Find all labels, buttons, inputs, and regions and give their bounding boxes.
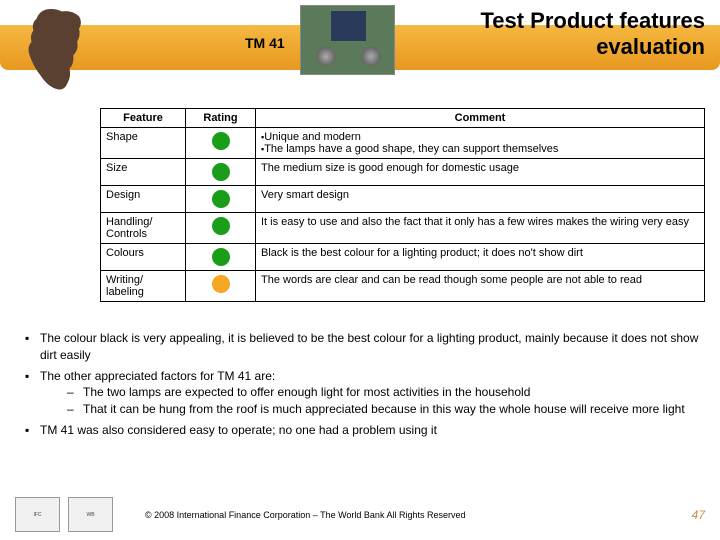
rating-dot-icon [212,275,230,293]
table-header-row: Feature Rating Comment [101,109,705,128]
rating-cell [186,213,256,244]
rating-cell [186,128,256,159]
comment-cell: The words are clear and can be read thou… [256,271,705,302]
slide-footer: IFC WB © 2008 International Finance Corp… [0,492,720,532]
rating-dot-icon [212,163,230,181]
feature-cell: Design [101,186,186,213]
title-line-1: Test Product features [480,8,705,33]
table-row: Size The medium size is good enough for d… [101,159,705,186]
table-row: Writing/ labeling The words are clear and… [101,271,705,302]
feature-cell: Shape [101,128,186,159]
sub-bullet-item: That it can be hung from the roof is muc… [65,401,700,418]
bullet-item: The colour black is very appealing, it i… [20,330,700,364]
table-row: Design Very smart design [101,186,705,213]
comment-cell: Black is the best colour for a lighting … [256,244,705,271]
bullet-item: TM 41 was also considered easy to operat… [20,422,700,439]
footer-logos: IFC WB [15,497,113,532]
rating-cell [186,271,256,302]
col-header-comment: Comment [256,109,705,128]
feature-cell: Size [101,159,186,186]
slide-title: Test Product features evaluation [480,8,705,61]
summary-bullets: The colour black is very appealing, it i… [20,330,700,443]
comment-cell: ▪Unique and modern▪The lamps have a good… [256,128,705,159]
bullet-item: The other appreciated factors for TM 41 … [20,368,700,418]
rating-dot-icon [212,248,230,266]
col-header-rating: Rating [186,109,256,128]
product-photo [300,5,395,75]
title-line-2: evaluation [596,34,705,59]
rating-cell [186,244,256,271]
feature-cell: Colours [101,244,186,271]
col-header-feature: Feature [101,109,186,128]
rating-cell [186,186,256,213]
feature-cell: Writing/ labeling [101,271,186,302]
table-row: Colours Black is the best colour for a li… [101,244,705,271]
comment-cell: Very smart design [256,186,705,213]
africa-map-icon [10,2,110,97]
feature-cell: Handling/ Controls [101,213,186,244]
sub-bullet-item: The two lamps are expected to offer enou… [65,384,700,401]
ifc-logo: IFC [15,497,60,532]
page-number: 47 [692,508,705,522]
evaluation-table: Feature Rating Comment Shape ▪Unique and … [100,108,705,302]
comment-cell: It is easy to use and also the fact that… [256,213,705,244]
worldbank-logo: WB [68,497,113,532]
rating-dot-icon [212,132,230,150]
table-row: Shape ▪Unique and modern▪The lamps have a… [101,128,705,159]
comment-cell: The medium size is good enough for domes… [256,159,705,186]
rating-dot-icon [212,190,230,208]
copyright-text: © 2008 International Finance Corporation… [145,510,465,520]
slide-header: TM 41 Test Product features evaluation [0,0,720,85]
rating-dot-icon [212,217,230,235]
table-row: Handling/ Controls It is easy to use and … [101,213,705,244]
rating-cell [186,159,256,186]
product-code: TM 41 [245,35,285,51]
